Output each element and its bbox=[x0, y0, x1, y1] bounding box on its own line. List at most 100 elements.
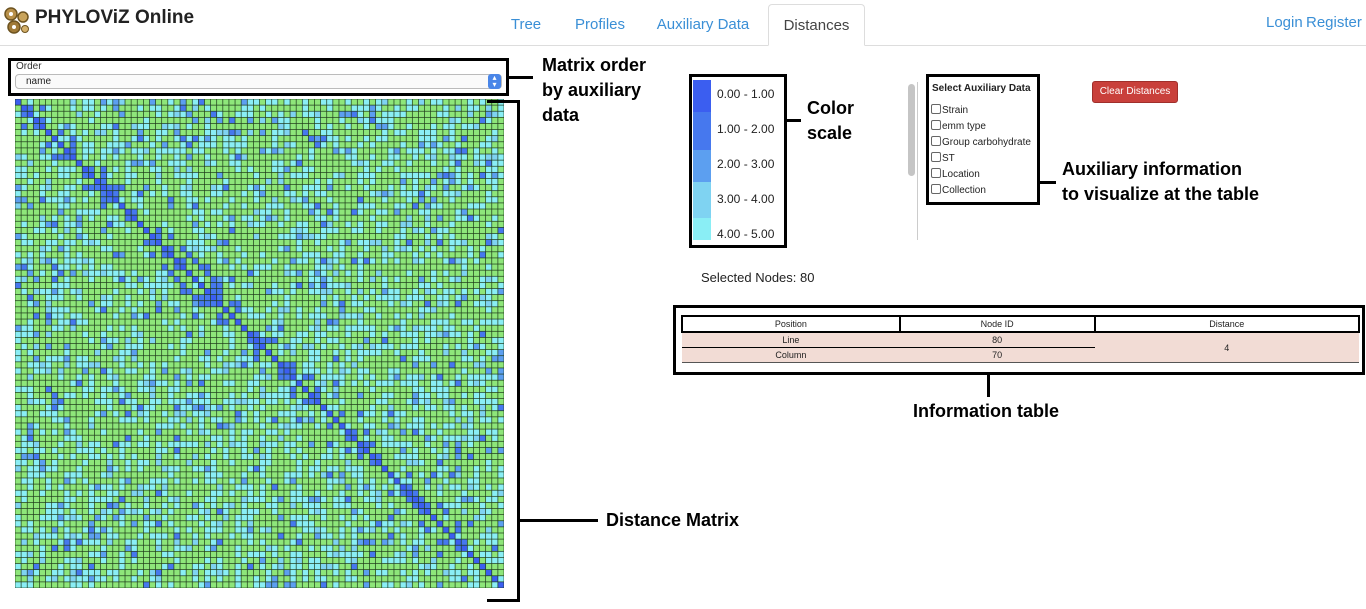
matrix-cell[interactable] bbox=[424, 319, 431, 325]
matrix-cell[interactable] bbox=[345, 386, 351, 393]
matrix-cell[interactable] bbox=[33, 276, 40, 283]
matrix-cell[interactable] bbox=[88, 282, 95, 289]
matrix-cell[interactable] bbox=[308, 111, 315, 117]
matrix-cell[interactable] bbox=[137, 417, 144, 423]
matrix-cell[interactable] bbox=[125, 337, 131, 344]
matrix-cell[interactable] bbox=[192, 270, 199, 276]
matrix-cell[interactable] bbox=[162, 105, 168, 111]
matrix-cell[interactable] bbox=[302, 105, 309, 111]
matrix-cell[interactable] bbox=[76, 288, 82, 295]
matrix-cell[interactable] bbox=[284, 160, 290, 166]
matrix-cell[interactable] bbox=[320, 282, 327, 289]
matrix-cell[interactable] bbox=[155, 215, 162, 221]
matrix-cell[interactable] bbox=[186, 337, 192, 344]
matrix-cell[interactable] bbox=[431, 154, 437, 160]
matrix-cell[interactable] bbox=[412, 411, 419, 417]
matrix-cell[interactable] bbox=[406, 380, 412, 386]
matrix-cell[interactable] bbox=[217, 337, 223, 344]
matrix-cell[interactable] bbox=[449, 294, 455, 301]
matrix-cell[interactable] bbox=[259, 392, 266, 399]
matrix-cell[interactable] bbox=[113, 178, 119, 185]
matrix-cell[interactable] bbox=[223, 307, 229, 313]
matrix-cell[interactable] bbox=[155, 136, 162, 142]
matrix-cell[interactable] bbox=[70, 203, 76, 209]
matrix-cell[interactable] bbox=[467, 374, 474, 380]
matrix-cell[interactable] bbox=[88, 325, 95, 331]
matrix-cell[interactable] bbox=[107, 429, 113, 435]
matrix-cell[interactable] bbox=[437, 313, 443, 319]
matrix-cell[interactable] bbox=[223, 331, 229, 338]
matrix-cell[interactable] bbox=[308, 160, 315, 166]
matrix-cell[interactable] bbox=[339, 166, 345, 172]
matrix-cell[interactable] bbox=[204, 368, 211, 374]
matrix-cell[interactable] bbox=[204, 362, 211, 368]
matrix-cell[interactable] bbox=[119, 472, 125, 478]
matrix-cell[interactable] bbox=[437, 398, 443, 405]
matrix-cell[interactable] bbox=[204, 258, 211, 264]
matrix-cell[interactable] bbox=[333, 221, 339, 228]
matrix-cell[interactable] bbox=[223, 337, 229, 344]
matrix-cell[interactable] bbox=[473, 423, 480, 429]
matrix-cell[interactable] bbox=[45, 191, 52, 197]
matrix-cell[interactable] bbox=[241, 368, 247, 374]
matrix-cell[interactable] bbox=[64, 398, 70, 405]
matrix-cell[interactable] bbox=[88, 404, 95, 411]
matrix-cell[interactable] bbox=[21, 227, 27, 234]
matrix-cell[interactable] bbox=[174, 466, 180, 472]
matrix-cell[interactable] bbox=[351, 392, 357, 399]
matrix-cell[interactable] bbox=[314, 282, 321, 289]
matrix-cell[interactable] bbox=[406, 411, 412, 417]
matrix-cell[interactable] bbox=[162, 136, 168, 142]
matrix-cell[interactable] bbox=[443, 172, 449, 179]
matrix-cell[interactable] bbox=[217, 472, 223, 478]
matrix-cell[interactable] bbox=[412, 466, 419, 472]
matrix-cell[interactable] bbox=[137, 459, 144, 466]
matrix-cell[interactable] bbox=[437, 441, 443, 448]
matrix-cell[interactable] bbox=[412, 129, 419, 136]
matrix-cell[interactable] bbox=[174, 343, 180, 350]
matrix-cell[interactable] bbox=[351, 337, 357, 344]
matrix-cell[interactable] bbox=[265, 203, 272, 209]
matrix-cell[interactable] bbox=[204, 429, 211, 435]
matrix-cell[interactable] bbox=[223, 154, 229, 160]
matrix-cell[interactable] bbox=[143, 129, 150, 136]
matrix-cell[interactable] bbox=[290, 148, 296, 154]
matrix-cell[interactable] bbox=[192, 441, 199, 448]
matrix-cell[interactable] bbox=[58, 441, 64, 448]
matrix-cell[interactable] bbox=[149, 148, 156, 154]
matrix-cell[interactable] bbox=[45, 99, 52, 105]
matrix-cell[interactable] bbox=[88, 313, 95, 319]
matrix-cell[interactable] bbox=[461, 270, 467, 276]
matrix-cell[interactable] bbox=[467, 307, 474, 313]
matrix-cell[interactable] bbox=[186, 191, 192, 197]
matrix-cell[interactable] bbox=[272, 148, 278, 154]
matrix-cell[interactable] bbox=[259, 148, 266, 154]
matrix-cell[interactable] bbox=[308, 331, 315, 338]
matrix-cell[interactable] bbox=[375, 142, 382, 148]
matrix-cell[interactable] bbox=[412, 325, 419, 331]
matrix-cell[interactable] bbox=[168, 472, 174, 478]
matrix-cell[interactable] bbox=[339, 301, 345, 307]
matrix-cell[interactable] bbox=[21, 447, 27, 454]
matrix-cell[interactable] bbox=[479, 374, 486, 380]
matrix-cell[interactable] bbox=[339, 123, 345, 130]
matrix-cell[interactable] bbox=[180, 258, 186, 264]
matrix-cell[interactable] bbox=[107, 459, 113, 466]
matrix-cell[interactable] bbox=[210, 215, 217, 221]
matrix-cell[interactable] bbox=[82, 252, 88, 258]
matrix-cell[interactable] bbox=[382, 258, 388, 264]
matrix-cell[interactable] bbox=[192, 148, 199, 154]
matrix-cell[interactable] bbox=[443, 264, 449, 270]
matrix-cell[interactable] bbox=[437, 349, 443, 356]
matrix-cell[interactable] bbox=[27, 129, 33, 136]
matrix-cell[interactable] bbox=[210, 252, 217, 258]
matrix-cell[interactable] bbox=[363, 429, 370, 435]
matrix-cell[interactable] bbox=[479, 392, 486, 399]
matrix-cell[interactable] bbox=[204, 203, 211, 209]
matrix-cell[interactable] bbox=[412, 123, 419, 130]
matrix-cell[interactable] bbox=[137, 447, 144, 454]
matrix-cell[interactable] bbox=[473, 178, 480, 185]
matrix-cell[interactable] bbox=[137, 325, 144, 331]
matrix-cell[interactable] bbox=[64, 123, 70, 130]
matrix-cell[interactable] bbox=[467, 227, 474, 234]
